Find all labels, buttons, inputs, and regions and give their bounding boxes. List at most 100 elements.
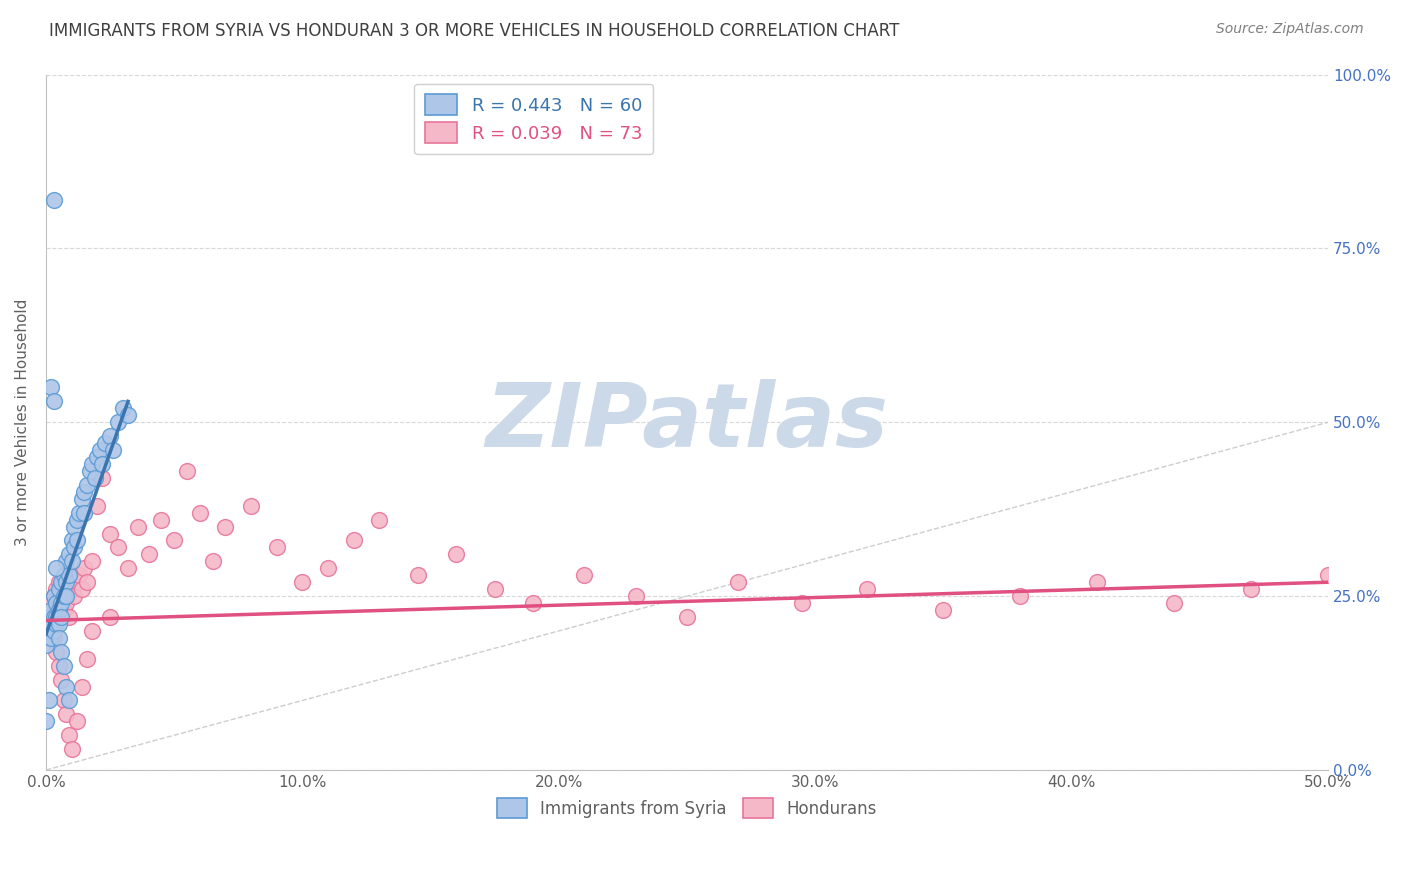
Point bbox=[522, 596, 544, 610]
Point bbox=[35, 624, 58, 638]
Point bbox=[70, 582, 93, 597]
Point bbox=[932, 603, 955, 617]
Point bbox=[52, 589, 75, 603]
Point bbox=[52, 568, 75, 582]
Point bbox=[55, 554, 77, 568]
Point bbox=[446, 548, 468, 562]
Point bbox=[117, 561, 139, 575]
Point bbox=[138, 548, 160, 562]
Point bbox=[55, 596, 77, 610]
Point bbox=[82, 457, 104, 471]
Point bbox=[55, 575, 77, 590]
Point bbox=[163, 533, 186, 548]
Point bbox=[42, 616, 65, 631]
Point bbox=[624, 589, 647, 603]
Point bbox=[52, 582, 75, 597]
Point bbox=[60, 568, 83, 582]
Point bbox=[73, 506, 96, 520]
Point bbox=[48, 603, 70, 617]
Text: IMMIGRANTS FROM SYRIA VS HONDURAN 3 OR MORE VEHICLES IN HOUSEHOLD CORRELATION CH: IMMIGRANTS FROM SYRIA VS HONDURAN 3 OR M… bbox=[49, 22, 900, 40]
Point bbox=[52, 693, 75, 707]
Point bbox=[101, 443, 124, 458]
Point bbox=[39, 631, 62, 645]
Point bbox=[55, 575, 77, 590]
Point bbox=[82, 624, 104, 638]
Point bbox=[66, 714, 89, 729]
Point bbox=[55, 707, 77, 722]
Point bbox=[76, 575, 98, 590]
Point bbox=[73, 561, 96, 575]
Point bbox=[855, 582, 877, 597]
Point bbox=[201, 554, 224, 568]
Point bbox=[42, 193, 65, 207]
Point bbox=[55, 680, 77, 694]
Point bbox=[63, 519, 86, 533]
Point bbox=[42, 394, 65, 409]
Point bbox=[60, 582, 83, 597]
Point bbox=[343, 533, 366, 548]
Point bbox=[58, 568, 80, 582]
Point bbox=[70, 680, 93, 694]
Point bbox=[58, 610, 80, 624]
Point bbox=[91, 457, 114, 471]
Point bbox=[45, 582, 67, 597]
Point bbox=[291, 575, 314, 590]
Point bbox=[406, 568, 429, 582]
Point bbox=[70, 491, 93, 506]
Point bbox=[35, 610, 58, 624]
Text: Source: ZipAtlas.com: Source: ZipAtlas.com bbox=[1216, 22, 1364, 37]
Point bbox=[98, 429, 121, 443]
Point bbox=[127, 519, 149, 533]
Point bbox=[48, 616, 70, 631]
Point bbox=[38, 596, 60, 610]
Point bbox=[368, 513, 391, 527]
Point bbox=[51, 610, 73, 624]
Point bbox=[91, 471, 114, 485]
Point bbox=[89, 443, 111, 458]
Point bbox=[76, 478, 98, 492]
Point bbox=[42, 624, 65, 638]
Point bbox=[35, 638, 58, 652]
Point bbox=[51, 610, 73, 624]
Point bbox=[42, 589, 65, 603]
Point bbox=[45, 645, 67, 659]
Point bbox=[51, 596, 73, 610]
Point bbox=[188, 506, 211, 520]
Point bbox=[484, 582, 506, 597]
Point bbox=[39, 603, 62, 617]
Point bbox=[45, 610, 67, 624]
Point bbox=[66, 533, 89, 548]
Point bbox=[94, 436, 117, 450]
Point bbox=[48, 575, 70, 590]
Point bbox=[150, 513, 173, 527]
Point bbox=[727, 575, 749, 590]
Point bbox=[45, 596, 67, 610]
Point bbox=[107, 415, 129, 429]
Point bbox=[1240, 582, 1263, 597]
Point bbox=[51, 673, 73, 687]
Point bbox=[60, 742, 83, 756]
Point bbox=[1085, 575, 1108, 590]
Point bbox=[39, 616, 62, 631]
Point bbox=[1317, 568, 1340, 582]
Point bbox=[792, 596, 814, 610]
Point bbox=[66, 575, 89, 590]
Point bbox=[60, 533, 83, 548]
Point bbox=[42, 610, 65, 624]
Point bbox=[266, 541, 288, 555]
Point bbox=[58, 728, 80, 742]
Point bbox=[676, 610, 699, 624]
Point bbox=[38, 610, 60, 624]
Point bbox=[83, 471, 105, 485]
Point bbox=[86, 450, 108, 464]
Point bbox=[45, 561, 67, 575]
Point bbox=[42, 631, 65, 645]
Point bbox=[52, 603, 75, 617]
Text: ZIPatlas: ZIPatlas bbox=[485, 379, 889, 466]
Point bbox=[48, 582, 70, 597]
Point bbox=[111, 401, 134, 416]
Point bbox=[73, 484, 96, 499]
Y-axis label: 3 or more Vehicles in Household: 3 or more Vehicles in Household bbox=[15, 299, 30, 546]
Point bbox=[45, 616, 67, 631]
Point bbox=[38, 624, 60, 638]
